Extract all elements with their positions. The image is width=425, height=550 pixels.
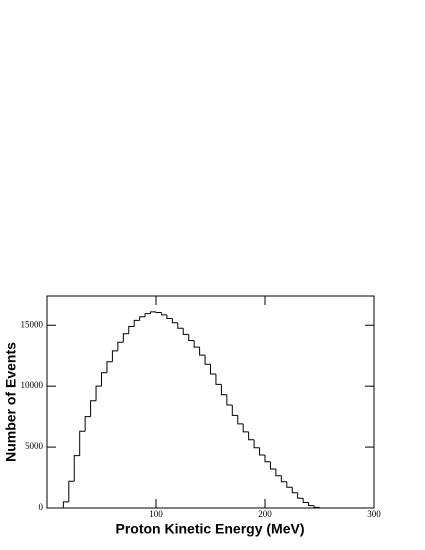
y-tick-label: 15000	[21, 319, 44, 329]
histogram-bin	[122, 333, 129, 343]
histogram-bin	[199, 347, 206, 356]
histogram-bin	[302, 498, 309, 504]
x-tick-label: 300	[367, 509, 381, 519]
histogram-bin	[220, 384, 227, 396]
histogram-bin	[182, 328, 189, 335]
histogram-bin	[275, 469, 282, 477]
x-axis-title: Proton Kinetic Energy (MeV)	[115, 521, 304, 537]
histogram-bin	[215, 373, 222, 385]
histogram-bin	[84, 416, 91, 432]
histogram-bin	[204, 355, 211, 365]
histogram-bin	[313, 505, 320, 508]
histogram-bin	[111, 350, 118, 362]
histogram-bin	[155, 311, 162, 313]
histogram-bin	[150, 311, 156, 314]
histogram-bin	[62, 501, 69, 508]
histogram-bin	[193, 340, 200, 348]
histogram-bin	[237, 415, 244, 425]
histogram-bin	[269, 461, 276, 470]
histogram-bin	[308, 502, 315, 507]
histogram-bin	[166, 314, 173, 320]
histogram-bin	[226, 394, 233, 406]
histogram-bin	[280, 475, 287, 483]
y-tick-label: 10000	[21, 380, 44, 390]
plot-frame	[46, 295, 375, 509]
histogram-bin	[231, 405, 238, 416]
histogram-bin	[133, 319, 140, 327]
x-tick-label: 200	[258, 509, 272, 519]
histogram-bin	[160, 312, 167, 316]
histogram-bin	[319, 507, 325, 509]
histogram-bin	[264, 455, 271, 463]
histogram-bin	[79, 430, 86, 456]
histogram-bin	[139, 316, 146, 321]
histogram-bin	[73, 455, 80, 482]
histogram-bin	[101, 372, 107, 387]
histogram-bin	[188, 334, 195, 341]
histogram-bin	[171, 318, 178, 324]
histogram-bin	[68, 480, 75, 502]
y-tick-label: 0	[39, 502, 44, 512]
histogram-bin	[117, 341, 124, 351]
histogram-bin	[248, 431, 255, 441]
histogram-bin	[95, 385, 102, 401]
y-tick-label: 5000	[25, 441, 44, 451]
x-tick-label: 100	[149, 509, 163, 519]
histogram-bin	[90, 400, 97, 417]
histogram-bin	[210, 364, 216, 375]
histogram-bin	[144, 313, 151, 317]
histogram-bin	[242, 423, 249, 433]
histogram-bin	[128, 325, 135, 334]
histogram-bin	[106, 361, 113, 373]
histogram-bin	[177, 322, 184, 329]
histogram-bin	[253, 439, 260, 449]
y-axis-title: Number of Events	[3, 342, 19, 462]
histogram-bin	[297, 492, 304, 499]
histogram-bin	[259, 447, 265, 456]
histogram-bin	[286, 481, 293, 488]
histogram-bin	[291, 487, 298, 494]
